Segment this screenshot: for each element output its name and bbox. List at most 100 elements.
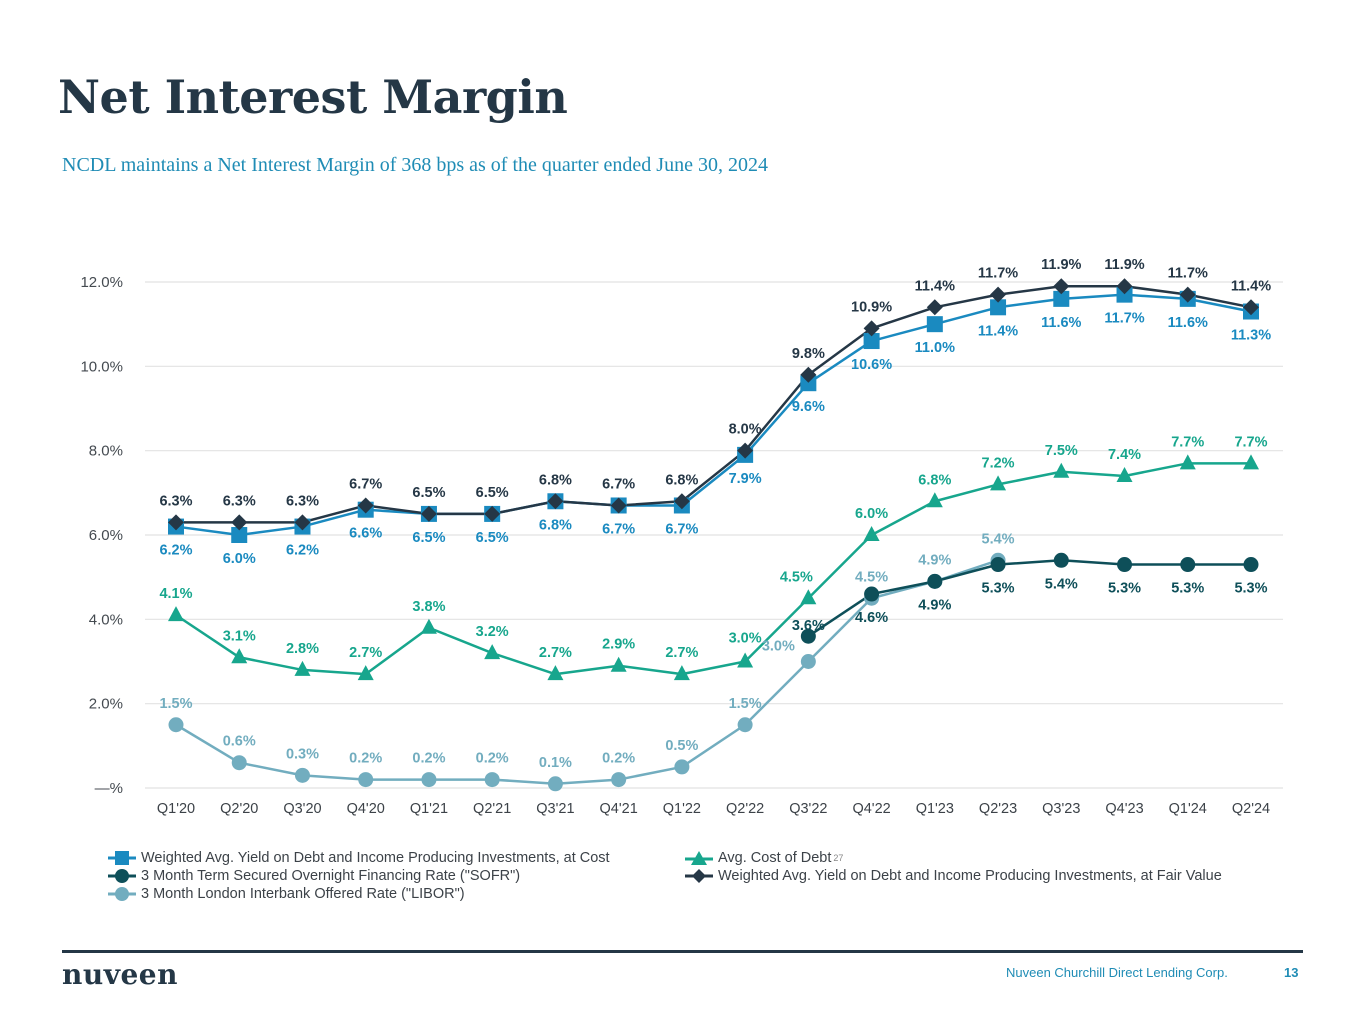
data-label-yield-cost: 6.0%: [223, 551, 256, 567]
diamond-marker: [610, 497, 627, 514]
series-markers: [168, 278, 1259, 792]
triangle-marker: [610, 656, 627, 672]
triangle-marker: [990, 475, 1007, 491]
triangle-marker: [168, 606, 184, 622]
triangle-marker: [673, 665, 690, 681]
data-label-yield-fair: 11.4%: [915, 278, 955, 294]
data-label-sofr: 3.6%: [792, 618, 825, 634]
diamond-marker: [737, 442, 754, 459]
circle-marker: [990, 557, 1006, 573]
x-tick-label: Q3'20: [283, 801, 321, 817]
data-label-yield-cost: 6.8%: [539, 517, 572, 533]
circle-marker: [231, 755, 247, 771]
data-label-cost-of-debt: 3.2%: [476, 624, 509, 640]
circle-marker: [611, 772, 627, 788]
square-marker: [231, 527, 248, 543]
triangle-marker: [484, 644, 501, 660]
circle-marker-icon: [108, 869, 136, 883]
data-label-yield-cost: 11.4%: [978, 323, 1018, 339]
diamond-marker: [231, 514, 248, 531]
x-axis: Q1'20 Q2'20 Q3'20 Q4'20 Q1'21 Q2'21 Q3'21 Q4'21…: [157, 801, 1270, 817]
data-label-libor: 0.3%: [286, 746, 319, 762]
x-tick-label: Q2'24: [1232, 801, 1270, 817]
legend-item-yield-cost[interactable]: Weighted Avg. Yield on Debt and Income P…: [108, 849, 610, 867]
data-label-sofr: 5.3%: [1171, 581, 1204, 597]
x-tick-label: Q1'23: [916, 801, 954, 817]
diamond-marker: [926, 299, 943, 316]
triangle-marker-icon: [685, 851, 713, 865]
data-label-cost-of-debt: 7.2%: [982, 455, 1015, 471]
x-tick-label: Q3'23: [1042, 801, 1080, 817]
circle-marker: [1180, 557, 1196, 573]
triangle-marker: [800, 589, 817, 605]
x-tick-label: Q3'22: [789, 801, 827, 817]
data-label-sofr: 5.3%: [1108, 581, 1141, 597]
data-label-yield-fair: 6.3%: [223, 493, 256, 509]
data-label-yield-cost: 10.6%: [851, 357, 892, 373]
y-tick-label: 8.0%: [89, 443, 123, 460]
y-tick-label: 4.0%: [89, 611, 123, 628]
circle-marker: [864, 586, 880, 602]
data-label-cost-of-debt: 2.9%: [602, 637, 635, 653]
data-label-yield-cost: 6.6%: [349, 526, 382, 542]
data-label-cost-of-debt: 4.5%: [780, 569, 813, 585]
data-label-yield-fair: 6.7%: [349, 476, 382, 492]
series-lines: [175, 284, 1252, 786]
data-label-cost-of-debt: 6.8%: [918, 472, 951, 488]
x-tick-label: Q2'23: [979, 801, 1017, 817]
data-label-cost-of-debt: 7.7%: [1234, 434, 1267, 450]
series-line-yield-cost: [175, 293, 1252, 537]
legend-item-cost-of-debt[interactable]: Avg. Cost of Debt 27: [685, 849, 843, 867]
diamond-marker: [484, 505, 501, 522]
data-label-yield-cost: 6.5%: [476, 530, 509, 546]
data-label-yield-cost: 11.0%: [915, 340, 955, 356]
diamond-marker: [1053, 278, 1070, 295]
data-label-yield-fair: 11.9%: [1041, 257, 1081, 273]
data-label-cost-of-debt: 7.7%: [1171, 434, 1204, 450]
data-label-yield-cost: 6.2%: [159, 543, 192, 559]
data-label-yield-fair: 11.4%: [1231, 278, 1271, 294]
triangle-marker: [1116, 466, 1133, 482]
data-label-sofr: 4.6%: [855, 610, 888, 626]
circle-marker: [1243, 557, 1259, 573]
circle-marker: [294, 767, 310, 783]
data-label-yield-cost: 6.7%: [602, 521, 635, 537]
x-tick-label: Q2'21: [473, 801, 511, 817]
diamond-marker: [800, 366, 817, 383]
data-label-libor: 1.5%: [729, 696, 762, 712]
legend-label: 3 Month London Interbank Offered Rate ("…: [141, 886, 465, 902]
diamond-marker: [990, 286, 1007, 303]
data-label-libor: 0.2%: [412, 751, 445, 767]
circle-marker: [484, 772, 500, 788]
page-number: 13: [1284, 965, 1299, 980]
diamond-marker: [673, 493, 690, 510]
circle-marker: [674, 759, 690, 775]
data-label-yield-fair: 10.9%: [851, 299, 892, 315]
legend-item-libor[interactable]: 3 Month London Interbank Offered Rate ("…: [108, 885, 465, 903]
circle-marker: [1117, 557, 1133, 573]
triangle-marker: [737, 652, 754, 668]
data-label-cost-of-debt: 6.0%: [855, 506, 888, 522]
data-label-yield-fair: 11.9%: [1104, 257, 1144, 273]
diamond-marker: [1243, 299, 1259, 316]
page-title: Net Interest Margin: [58, 70, 568, 124]
legend-item-sofr[interactable]: 3 Month Term Secured Overnight Financing…: [108, 867, 520, 885]
square-marker: [926, 316, 943, 333]
x-tick-label: Q2'22: [726, 801, 764, 817]
x-tick-label: Q4'22: [852, 801, 890, 817]
y-tick-label: 10.0%: [80, 358, 123, 375]
data-label-cost-of-debt: 2.7%: [665, 645, 698, 661]
y-tick-label: 6.0%: [89, 527, 123, 544]
circle-marker: [737, 717, 753, 733]
page-subtitle: NCDL maintains a Net Interest Margin of …: [62, 154, 768, 176]
legend-item-yield-fair[interactable]: Weighted Avg. Yield on Debt and Income P…: [685, 867, 1222, 885]
diamond-marker: [357, 497, 374, 514]
data-label-sofr: 5.4%: [1045, 576, 1078, 592]
gridlines: [145, 281, 1283, 789]
data-label-yield-cost: 11.7%: [1104, 311, 1144, 327]
legend-label: Weighted Avg. Yield on Debt and Income P…: [141, 850, 610, 866]
triangle-marker: [231, 648, 248, 664]
x-tick-label: Q4'23: [1105, 801, 1143, 817]
circle-marker: [168, 717, 184, 733]
data-label-yield-fair: 6.5%: [412, 485, 445, 501]
